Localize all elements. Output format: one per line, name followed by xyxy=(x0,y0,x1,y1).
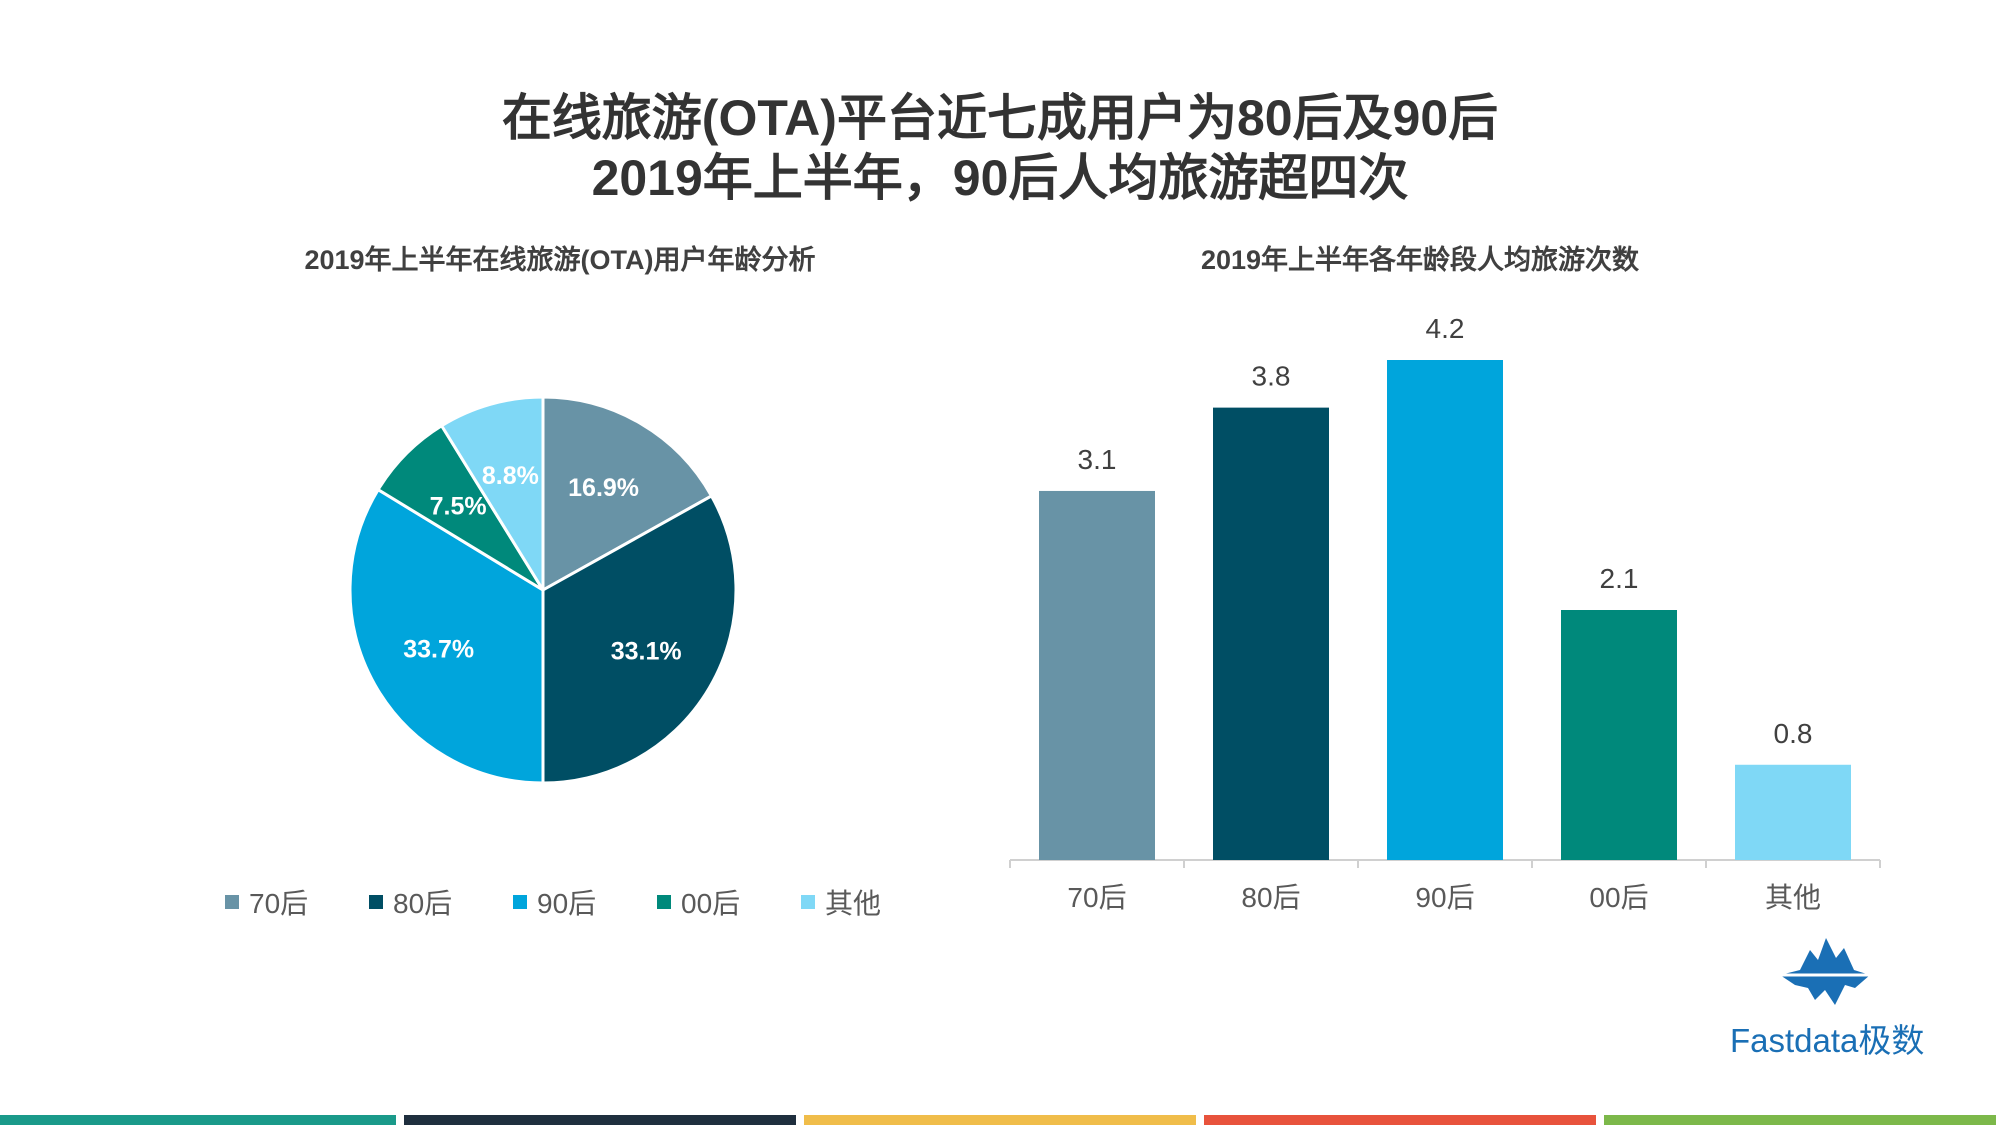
footer-stripe xyxy=(0,1115,396,1125)
legend-swatch xyxy=(801,895,815,909)
legend-swatch xyxy=(513,895,527,909)
footer-stripe xyxy=(404,1115,796,1125)
pie-chart-title: 2019年上半年在线旅游(OTA)用户年龄分析 xyxy=(304,245,816,275)
bar-category-label-3: 00后 xyxy=(1589,882,1648,913)
legend-label: 70后 xyxy=(249,888,309,919)
bar-value-label-0: 3.1 xyxy=(1078,444,1117,475)
bar-value-label-2: 4.2 xyxy=(1426,313,1465,344)
footer-stripe xyxy=(1604,1115,1996,1125)
title-line-2: 2019年上半年，90后人均旅游超四次 xyxy=(591,150,1409,206)
bar-3 xyxy=(1561,610,1677,860)
bar-value-label-3: 2.1 xyxy=(1600,563,1639,594)
bar-value-label-4: 0.8 xyxy=(1774,718,1813,749)
bar-0 xyxy=(1039,490,1155,860)
pie-label-0: 16.9% xyxy=(568,474,639,502)
logo-text: Fastdata极数 xyxy=(1730,1022,1925,1059)
bar-1 xyxy=(1213,407,1329,860)
bar-4 xyxy=(1735,764,1851,860)
footer-stripe xyxy=(804,1115,1196,1125)
bar-category-label-0: 70后 xyxy=(1067,882,1126,913)
bar-category-label-1: 80后 xyxy=(1241,882,1300,913)
legend-item: 70后 xyxy=(225,882,369,922)
bar-category-label-4: 其他 xyxy=(1765,882,1821,913)
legend-label: 90后 xyxy=(537,888,597,919)
pie-label-1: 33.1% xyxy=(611,638,682,666)
bar-2 xyxy=(1387,360,1503,860)
bar-chart-title: 2019年上半年各年龄段人均旅游次数 xyxy=(1200,245,1640,275)
pie-label-4: 8.8% xyxy=(482,462,539,490)
pie-legend: 70后 80后 90后 00后 其他 xyxy=(225,882,945,922)
pie-label-2: 33.7% xyxy=(403,636,474,664)
pie-slice-4 xyxy=(439,395,545,596)
pie-slice-0 xyxy=(541,395,714,593)
legend-swatch xyxy=(369,895,383,909)
legend-item: 其他 xyxy=(801,882,945,922)
pie-slice-1 xyxy=(541,493,738,785)
legend-label: 00后 xyxy=(681,888,741,919)
legend-label: 80后 xyxy=(393,888,453,919)
legend-label: 其他 xyxy=(825,888,882,919)
title-line-1: 在线旅游(OTA)平台近七成用户为80后及90后 xyxy=(501,90,1499,146)
legend-swatch xyxy=(225,895,239,909)
pie-label-3: 7.5% xyxy=(430,493,487,521)
legend-item: 80后 xyxy=(369,882,513,922)
legend-item: 90后 xyxy=(513,882,657,922)
legend-item: 00后 xyxy=(657,882,801,922)
bar-category-label-2: 90后 xyxy=(1415,882,1474,913)
legend-swatch xyxy=(657,895,671,909)
bar-value-label-1: 3.8 xyxy=(1252,361,1291,392)
page-title: 在线旅游(OTA)平台近七成用户为80后及90后 2019年上半年，90后人均旅… xyxy=(0,88,2000,208)
footer-stripe xyxy=(1204,1115,1596,1125)
pie-slice-2 xyxy=(348,487,545,785)
